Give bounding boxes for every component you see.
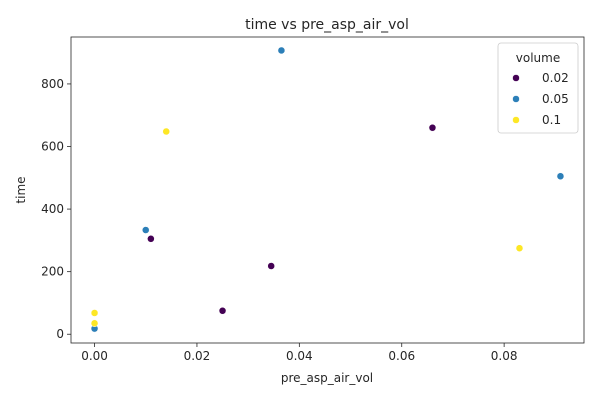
x-tick-label: 0.00 — [81, 349, 108, 363]
legend: volume 0.02 0.05 0.1 — [497, 42, 579, 134]
legend-marker — [512, 116, 520, 124]
x-tick-label: 0.02 — [184, 349, 211, 363]
data-point — [90, 309, 99, 317]
data-point — [515, 244, 524, 252]
data-point — [162, 127, 170, 136]
y-axis-label: time — [14, 176, 28, 203]
legend-title: volume — [516, 51, 560, 65]
legend-label: 0.1 — [542, 113, 561, 127]
legend-label: 0.02 — [542, 71, 569, 85]
legend-marker — [512, 74, 520, 82]
legend-label: 0.05 — [542, 92, 569, 106]
y-tick-label: 800 — [41, 77, 64, 91]
y-tick-label: 200 — [41, 265, 64, 279]
y-tick-label: 0 — [56, 327, 64, 341]
legend-marker — [512, 95, 520, 103]
data-point — [277, 46, 286, 55]
data-point — [141, 226, 150, 234]
data-point — [428, 123, 437, 132]
chart-title: time vs pre_asp_air_vol — [245, 17, 409, 33]
x-tick-label: 0.08 — [491, 349, 518, 363]
data-point — [556, 172, 565, 180]
plot-frame — [70, 36, 585, 344]
data-point — [267, 262, 275, 270]
data-point — [147, 235, 155, 243]
y-tick-label: 400 — [41, 202, 64, 216]
x-axis-label: pre_asp_air_vol — [281, 371, 373, 385]
y-tick-label: 600 — [41, 140, 64, 154]
x-tick-label: 0.04 — [286, 349, 313, 363]
x-tick-label: 0.06 — [388, 349, 415, 363]
data-point — [90, 319, 99, 328]
legend-box — [497, 42, 579, 134]
data-point — [218, 307, 227, 315]
